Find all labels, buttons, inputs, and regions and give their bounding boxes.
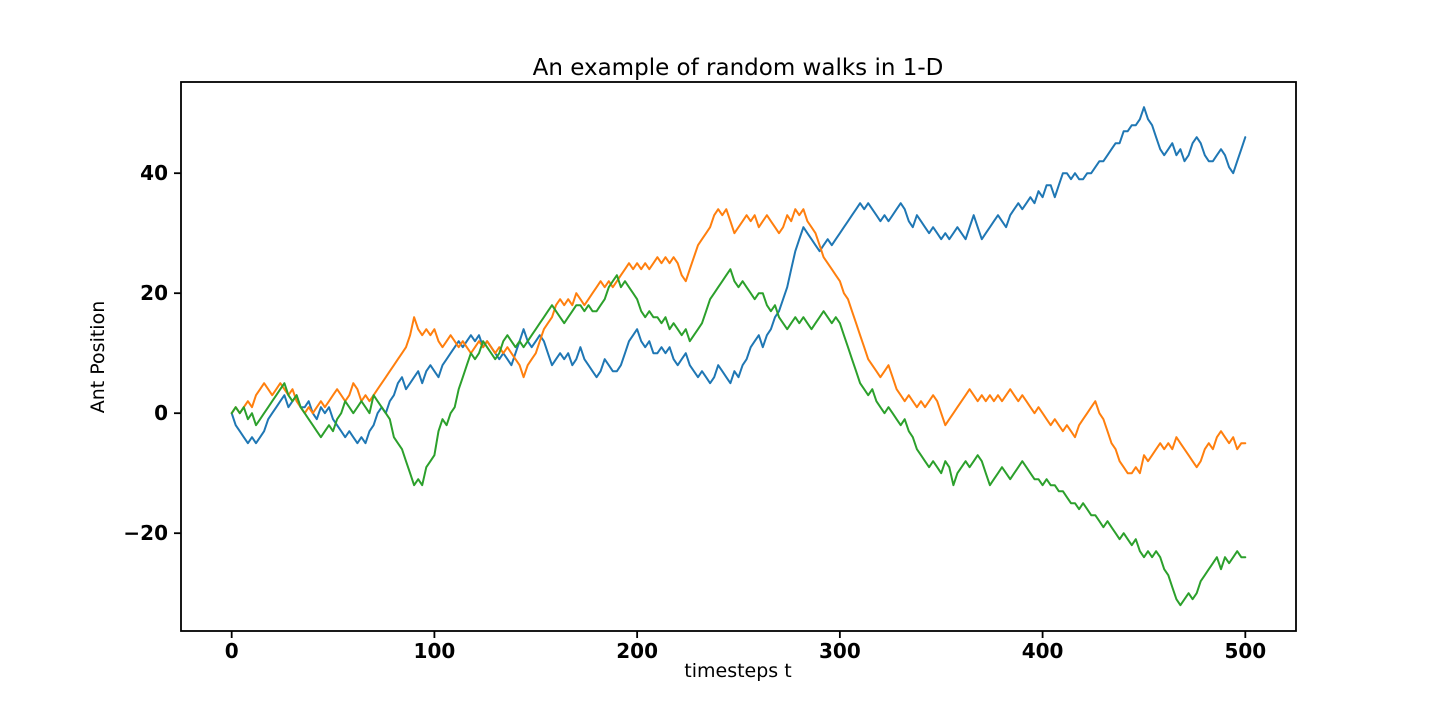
y-tick-label: 20	[140, 281, 168, 305]
y-tick-label: 40	[140, 161, 168, 185]
walk-2-line	[230, 208, 1247, 475]
y-axis-label: Ant Position	[87, 301, 109, 414]
x-tick-label: 200	[616, 639, 658, 663]
y-axis-ticks: −20 0 20 40	[123, 161, 181, 545]
x-tick-label: 300	[819, 639, 861, 663]
series-lines	[230, 106, 1247, 607]
x-axis-ticks: 0 100 200 300 400 500	[225, 631, 1266, 663]
x-tick-label: 100	[414, 639, 456, 663]
y-tick-label: 0	[154, 401, 168, 425]
walk-3-line	[230, 268, 1247, 607]
plot-frame	[180, 81, 1297, 632]
x-tick-label: 0	[225, 639, 239, 663]
x-tick-label: 500	[1224, 639, 1266, 663]
plot-frame-rect	[180, 81, 1297, 632]
chart-title: An example of random walks in 1-D	[533, 55, 944, 81]
x-tick-label: 400	[1022, 639, 1064, 663]
walk-1-line	[230, 106, 1247, 445]
y-tick-label: −20	[123, 521, 168, 545]
x-axis-label: timesteps t	[684, 660, 791, 682]
